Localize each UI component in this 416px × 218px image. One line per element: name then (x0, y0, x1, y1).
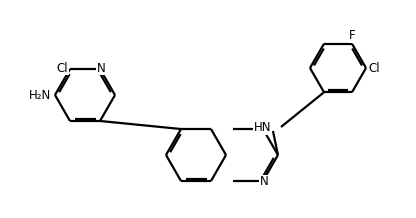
Text: Cl: Cl (57, 61, 68, 75)
Text: N: N (260, 175, 268, 189)
Text: N: N (97, 61, 105, 75)
Text: N: N (260, 121, 268, 135)
Text: F: F (349, 29, 355, 42)
Text: Cl: Cl (368, 61, 380, 75)
Text: H₂N: H₂N (29, 89, 51, 102)
Text: HN: HN (253, 121, 271, 133)
